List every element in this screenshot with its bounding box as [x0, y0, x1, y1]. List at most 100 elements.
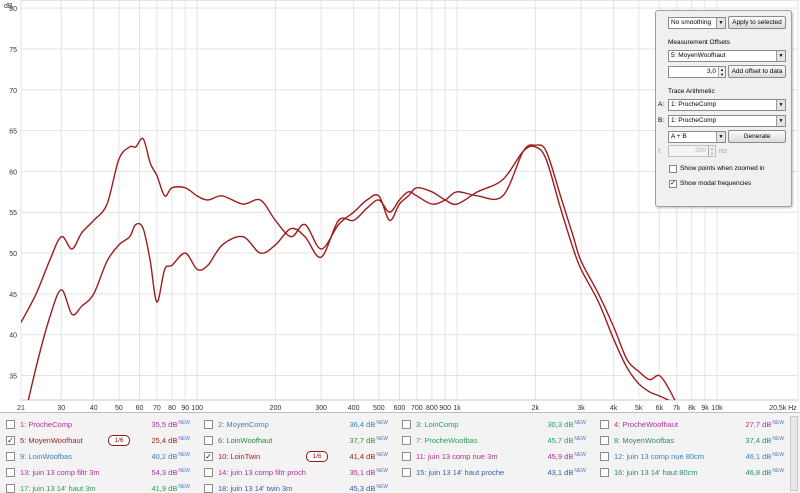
legend-label[interactable]: 6: LoinWoofhaut [218, 436, 273, 445]
y-tick-label: 75 [9, 47, 17, 54]
legend-checkbox[interactable] [204, 436, 213, 445]
legend-label[interactable]: 2: MoyenComp [218, 420, 269, 429]
offset-measurement-select[interactable]: 5: MoyenWoofhaut ▼ [668, 50, 786, 62]
legend-value: 27,7 dBNEW [745, 420, 784, 429]
legend-item[interactable]: 8: MoyenWoofbas 37,4 dBNEW [600, 433, 784, 449]
legend-checkbox[interactable] [204, 468, 213, 477]
legend-label[interactable]: 3: LoinComp [416, 420, 459, 429]
legend-label[interactable]: 11: juin 13 comp nue 3m [416, 452, 498, 461]
legend-checkbox[interactable]: ✓ [6, 436, 15, 445]
operation-value: A + B [671, 133, 687, 140]
legend-label[interactable]: 18: juin 13 14' twin 3m [218, 484, 293, 493]
legend-checkbox[interactable]: ✓ [204, 452, 213, 461]
legend-item[interactable]: ✓ 10: LoinTwin 1/6 41,4 dBNEW [204, 449, 388, 465]
new-badge: NEW [376, 436, 388, 442]
chevron-down-icon[interactable]: ▼ [776, 51, 785, 61]
legend-label[interactable]: 10: LoinTwin [218, 452, 261, 461]
legend-label[interactable]: 4: ProcheWoofhaut [614, 420, 679, 429]
legend-label[interactable]: 13: juin 13 comp filtr 3m [20, 468, 100, 477]
legend-checkbox[interactable] [204, 484, 213, 493]
legend-item[interactable]: 14: juin 13 comp filtr proch 35,1 dBNEW [204, 465, 388, 481]
new-badge: NEW [772, 420, 784, 426]
f-value-input[interactable]: 200 ▲ ▼ [668, 145, 716, 157]
legend-label[interactable]: 17: juin 13 14' haut 3m [20, 484, 96, 493]
offset-value-input[interactable]: 3,0 ▲ ▼ [668, 66, 726, 78]
legend-item[interactable]: 13: juin 13 comp filtr 3m 54,3 dBNEW [6, 465, 190, 481]
legend-item[interactable]: 12: juin 13 comp nue 80cm 46,1 dBNEW [600, 449, 784, 465]
legend-checkbox[interactable] [6, 468, 15, 477]
generate-button[interactable]: Generate [728, 130, 786, 143]
legend-item[interactable]: 15: juin 13 14' haut proche 43,1 dBNEW [402, 465, 586, 481]
legend-item[interactable]: 4: ProcheWoofhaut 27,7 dBNEW [600, 417, 784, 433]
y-axis-unit-label: dB [4, 3, 13, 10]
legend-checkbox[interactable] [204, 420, 213, 429]
operation-select[interactable]: A + B ▼ [668, 131, 726, 143]
chevron-down-icon[interactable]: ▼ [776, 100, 785, 110]
x-tick-label: 600 [394, 405, 406, 412]
legend-item[interactable]: 11: juin 13 comp nue 3m 45,9 dBNEW [402, 449, 586, 465]
legend-label[interactable]: 12: juin 13 comp nue 80cm [614, 452, 705, 461]
smoothing-badge[interactable]: 1/6 [306, 451, 328, 462]
chevron-down-icon[interactable]: ▼ [716, 18, 725, 28]
legend-checkbox[interactable] [402, 452, 411, 461]
x-tick-label: 7k [673, 405, 681, 412]
trace-a-label: A: [658, 101, 665, 108]
spinner-arrows-icon[interactable]: ▲ ▼ [708, 146, 715, 156]
spinner-arrows-icon[interactable]: ▲ ▼ [718, 67, 725, 77]
legend-checkbox[interactable] [600, 452, 609, 461]
legend-item[interactable]: 9: LoinWoofbas 40,2 dBNEW [6, 449, 190, 465]
legend-checkbox[interactable] [600, 468, 609, 477]
legend-label[interactable]: 5: MoyenWoofhaut [20, 436, 83, 445]
legend-item[interactable]: 7: ProcheWoofbas 45,7 dBNEW [402, 433, 586, 449]
new-badge: NEW [178, 484, 190, 490]
add-offset-button[interactable]: Add offset to data [728, 65, 786, 78]
legend-item[interactable]: 6: LoinWoofhaut 37,7 dBNEW [204, 433, 388, 449]
smoothing-select[interactable]: No smoothing ▼ [668, 17, 726, 29]
legend-checkbox[interactable] [600, 420, 609, 429]
series-line-2[interactable] [21, 137, 677, 404]
x-tick-label: 800 [426, 405, 438, 412]
legend-item[interactable]: 16: juin 13 14' haut 80cm 46,8 dBNEW [600, 465, 784, 481]
series-line-1[interactable] [21, 144, 677, 412]
legend-scrollbar[interactable] [790, 416, 798, 491]
legend-checkbox[interactable] [600, 436, 609, 445]
smoothing-badge[interactable]: 1/6 [108, 435, 130, 446]
f-label: f: [658, 148, 662, 155]
legend-checkbox[interactable] [402, 436, 411, 445]
show-points-checkbox[interactable] [669, 165, 677, 173]
apply-to-selected-button[interactable]: Apply to selected [728, 16, 786, 29]
legend-item[interactable]: 1: ProcheComp 35,5 dBNEW [6, 417, 190, 433]
legend-checkbox[interactable] [6, 484, 15, 493]
new-badge: NEW [376, 420, 388, 426]
legend-label[interactable]: 14: juin 13 comp filtr proch [218, 468, 306, 477]
legend-value: 46,8 dBNEW [745, 468, 784, 477]
trace-b-value: 1: ProcheComp [671, 117, 717, 124]
show-modal-label: Show modal frequencies [680, 180, 752, 187]
trace-a-select[interactable]: 1: ProcheComp ▼ [668, 99, 786, 111]
measurement-offsets-label: Measurement Offsets [668, 39, 731, 46]
legend-checkbox[interactable] [6, 420, 15, 429]
chevron-down-icon[interactable]: ▼ [716, 132, 725, 142]
legend-label[interactable]: 16: juin 13 14' haut 80cm [614, 468, 698, 477]
legend-item[interactable]: 18: juin 13 14' twin 3m 45,3 dBNEW [204, 481, 388, 493]
legend-label[interactable]: 9: LoinWoofbas [20, 452, 72, 461]
legend-label[interactable]: 8: MoyenWoofbas [614, 436, 675, 445]
measurement-legend: 1: ProcheComp 35,5 dBNEW 2: MoyenComp 36,4 … [0, 412, 800, 493]
legend-item[interactable]: 17: juin 13 14' haut 3m 41,9 dBNEW [6, 481, 190, 493]
chevron-down-icon[interactable]: ▼ [776, 116, 785, 126]
legend-item[interactable]: 3: LoinComp 30,3 dBNEW [402, 417, 586, 433]
legend-checkbox[interactable] [402, 420, 411, 429]
x-tick-label: 4k [610, 405, 618, 412]
legend-label[interactable]: 7: ProcheWoofbas [416, 436, 478, 445]
legend-checkbox[interactable] [402, 468, 411, 477]
x-tick-label: 3k [577, 405, 585, 412]
legend-label[interactable]: 1: ProcheComp [20, 420, 73, 429]
y-tick-label: 45 [9, 292, 17, 299]
legend-checkbox[interactable] [6, 452, 15, 461]
legend-item[interactable]: 2: MoyenComp 36,4 dBNEW [204, 417, 388, 433]
new-badge: NEW [376, 468, 388, 474]
legend-item[interactable]: ✓ 5: MoyenWoofhaut 1/6 25,4 dBNEW [6, 433, 190, 449]
show-modal-checkbox[interactable]: ✓ [669, 180, 677, 188]
trace-b-select[interactable]: 1: ProcheComp ▼ [668, 115, 786, 127]
legend-label[interactable]: 15: juin 13 14' haut proche [416, 468, 505, 477]
